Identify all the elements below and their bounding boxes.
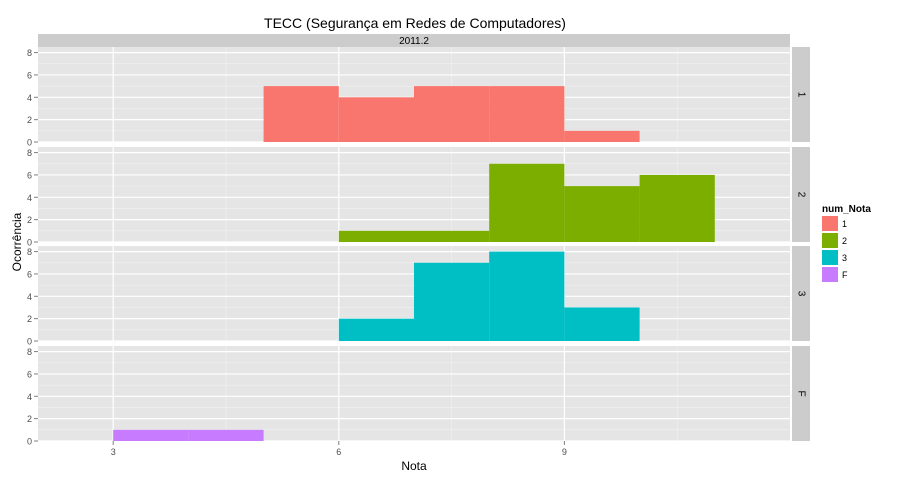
row-strip-bg — [792, 346, 810, 441]
legend-swatch-2 — [822, 233, 838, 248]
x-tick-label: 6 — [336, 447, 341, 457]
bar-3-6 — [338, 318, 414, 341]
x-axis-title: Nota — [401, 459, 427, 473]
legend: num_Nota 1 2 3 F — [822, 204, 871, 282]
column-strip-label: 2011.2 — [399, 36, 429, 47]
column-strip: 2011.2 — [38, 34, 790, 47]
bar-2-7 — [414, 230, 490, 242]
row-strip-label: 3 — [795, 291, 806, 297]
bar-1-7 — [414, 86, 490, 142]
y-tick-label: 2 — [27, 314, 32, 324]
y-tick-label: 8 — [27, 247, 32, 257]
bar-f-3 — [113, 429, 189, 441]
y-tick-label: 0 — [27, 337, 32, 347]
bar-3-9 — [564, 307, 640, 341]
y-tick-label: 6 — [27, 70, 32, 80]
y-axis-title: Ocorrência — [10, 212, 24, 271]
y-tick-label: 2 — [27, 414, 32, 424]
panel-background — [38, 346, 790, 441]
row-strip-label: 1 — [795, 92, 806, 98]
row-strip-label: F — [795, 390, 806, 396]
bar-f-4 — [188, 429, 264, 441]
y-tick-label: 8 — [27, 347, 32, 357]
bar-2-10 — [639, 174, 715, 242]
legend-label-1: 1 — [842, 219, 847, 229]
panel-3: 0 2 4 6 8 3 — [27, 246, 810, 347]
bar-1-5 — [263, 86, 339, 142]
bar-2-9 — [564, 186, 640, 242]
column-strip-bg — [38, 34, 790, 47]
bar-1-8 — [489, 86, 565, 142]
y-tick-label: 2 — [27, 115, 32, 125]
legend-title: num_Nota — [822, 204, 871, 215]
legend-swatch-1 — [822, 216, 838, 231]
bar-1-9 — [564, 130, 640, 142]
x-axis: 3 6 9 — [111, 441, 567, 457]
y-tick-label: 0 — [27, 138, 32, 148]
y-tick-label: 8 — [27, 48, 32, 58]
chart-title: TECC (Segurança em Redes de Computadores… — [264, 15, 566, 31]
y-tick-label: 6 — [27, 170, 32, 180]
y-tick-label: 6 — [27, 369, 32, 379]
bar-2-8 — [489, 163, 565, 242]
x-tick-label: 3 — [111, 447, 116, 457]
bar-2-6 — [338, 230, 414, 242]
y-tick-label: 4 — [27, 392, 32, 402]
legend-label-3: 3 — [842, 253, 847, 263]
row-strip-label: 2 — [795, 192, 806, 198]
bar-3-7 — [414, 262, 490, 341]
row-strip-bg — [792, 47, 810, 142]
y-tick-label: 0 — [27, 437, 32, 447]
legend-swatch-f — [822, 267, 838, 282]
panel-f: 0 2 4 6 8 F — [27, 346, 810, 447]
bar-1-6 — [338, 97, 414, 142]
y-tick-label: 0 — [27, 238, 32, 248]
y-tick-label: 6 — [27, 269, 32, 279]
panel-1: 0 2 4 6 8 1 — [27, 47, 810, 148]
legend-label-f: F — [842, 270, 848, 280]
legend-swatch-3 — [822, 250, 838, 265]
legend-label-2: 2 — [842, 236, 847, 246]
y-tick-label: 8 — [27, 148, 32, 158]
y-tick-label: 2 — [27, 215, 32, 225]
bar-3-8 — [489, 251, 565, 341]
y-tick-label: 4 — [27, 193, 32, 203]
y-tick-label: 4 — [27, 93, 32, 103]
y-tick-label: 4 — [27, 292, 32, 302]
row-strip-bg — [792, 246, 810, 341]
panel-2: 0 2 4 6 8 2 — [27, 147, 810, 248]
row-strip-bg — [792, 147, 810, 242]
x-tick-label: 9 — [562, 447, 567, 457]
